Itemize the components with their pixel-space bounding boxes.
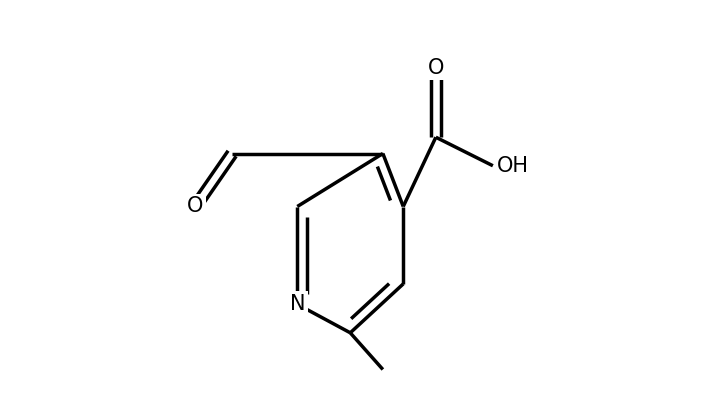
- Text: O: O: [187, 197, 204, 216]
- Text: O: O: [428, 58, 444, 78]
- Text: N: N: [289, 294, 305, 314]
- Text: OH: OH: [497, 156, 529, 176]
